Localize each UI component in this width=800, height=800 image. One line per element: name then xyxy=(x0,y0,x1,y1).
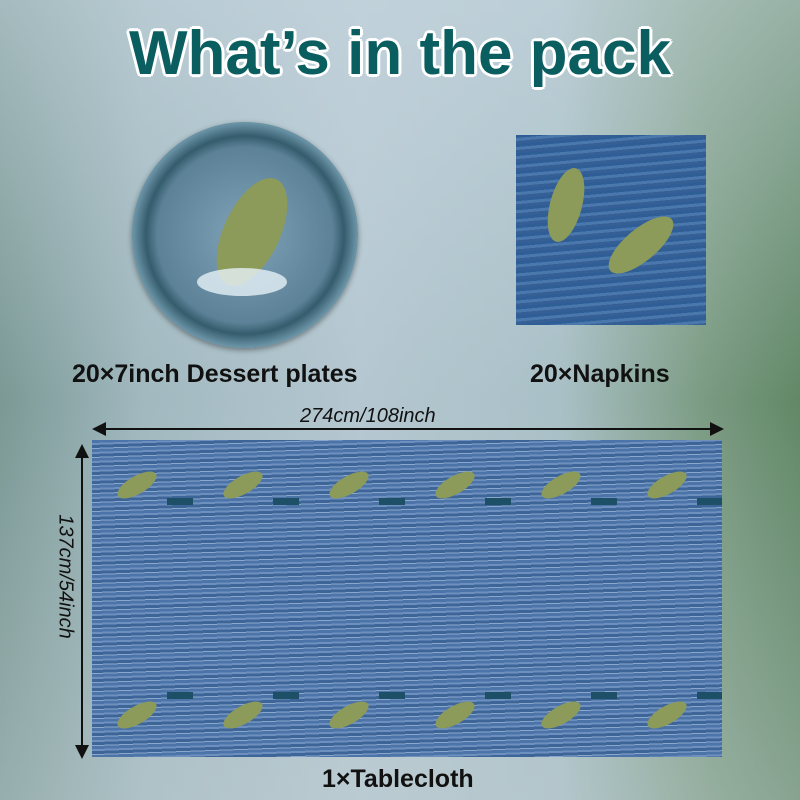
fish-pattern-icon xyxy=(117,471,722,729)
page-title: What’s in the pack xyxy=(128,19,671,88)
tablecloth-image xyxy=(92,440,722,757)
height-dimension: 137cm/54inch xyxy=(54,514,77,639)
napkin-image xyxy=(516,135,706,325)
plates-label: 20×7inch Dessert plates xyxy=(72,360,358,388)
bass-fish-icon xyxy=(197,178,288,296)
dessert-plate-image xyxy=(132,122,358,348)
tablecloth-label: 1×Tablecloth xyxy=(322,765,474,793)
bass-fish-icon xyxy=(547,168,674,274)
width-dimension: 274cm/108inch xyxy=(300,405,436,427)
napkins-label: 20×Napkins xyxy=(530,360,670,388)
